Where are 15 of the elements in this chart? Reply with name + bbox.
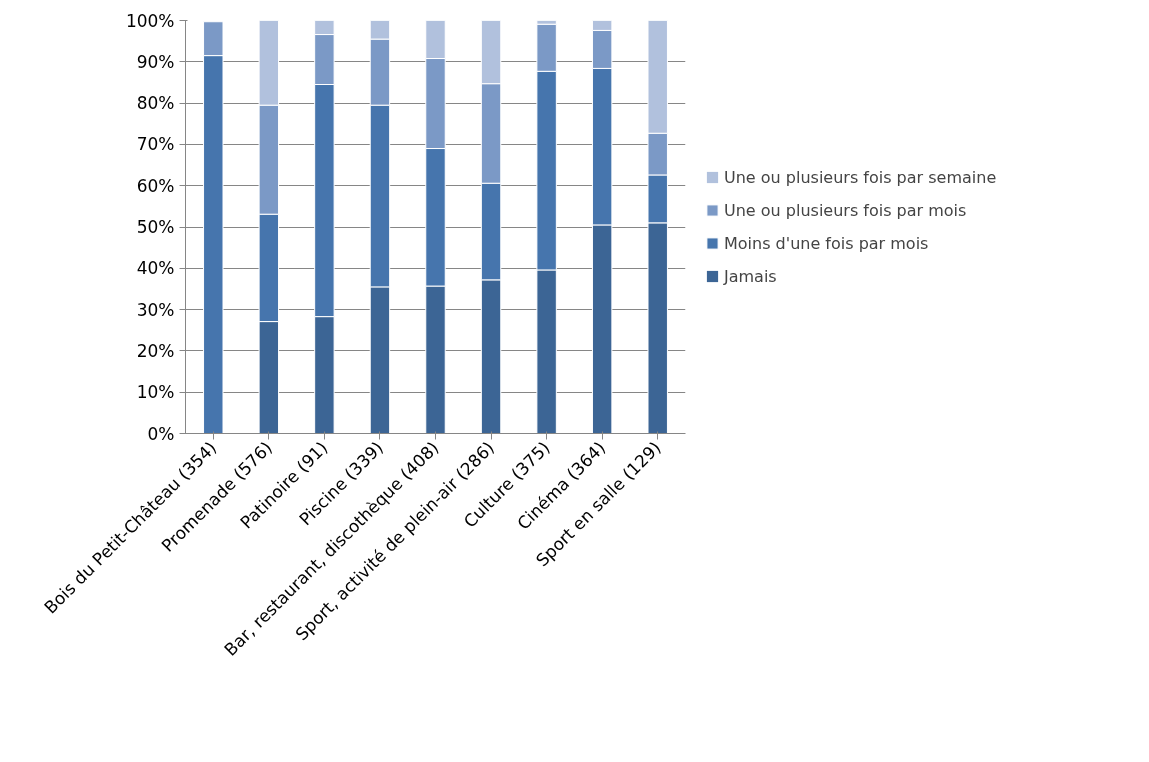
y-tick-label: 100% bbox=[125, 10, 175, 31]
y-tick-label: 60% bbox=[136, 175, 175, 196]
legend-label: Une ou plusieurs fois par semaine bbox=[724, 167, 997, 187]
y-tick-label: 80% bbox=[136, 93, 175, 114]
y-tick-label: 30% bbox=[136, 299, 175, 320]
legend-label: Moins d'une fois par mois bbox=[724, 233, 929, 253]
legend-label: Jamais bbox=[724, 266, 777, 286]
y-tick-label: 20% bbox=[136, 340, 175, 361]
y-tick-label: 70% bbox=[136, 134, 175, 155]
y-tick-label: 40% bbox=[136, 258, 175, 279]
legend-label: Une ou plusieurs fois par mois bbox=[724, 200, 967, 220]
y-tick-label: 50% bbox=[136, 217, 175, 237]
y-tick-label: 0% bbox=[147, 423, 175, 444]
y-tick-label: 10% bbox=[136, 382, 175, 403]
y-tick-label: 90% bbox=[136, 51, 175, 72]
